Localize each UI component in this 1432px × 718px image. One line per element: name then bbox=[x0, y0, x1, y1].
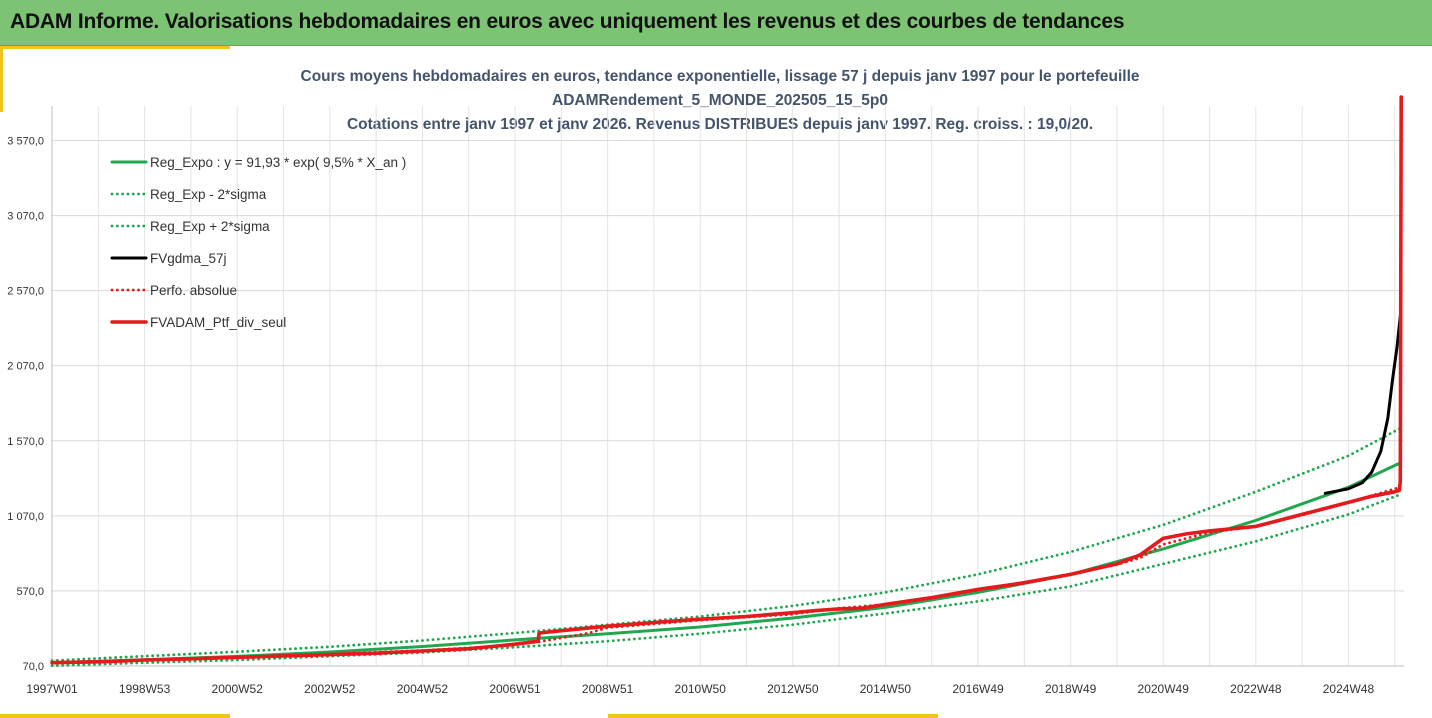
y-tick-label: 1 070,0 bbox=[7, 511, 44, 523]
series-line-fvgdma-57j bbox=[1323, 314, 1402, 495]
chart-legend: Reg_Expo : y = 91,93 * exp( 9,5% * X_an … bbox=[110, 155, 406, 330]
x-tick-label: 2002W52 bbox=[304, 682, 356, 696]
x-tick-label: 2020W49 bbox=[1138, 682, 1190, 696]
x-tick-label: 2012W50 bbox=[767, 682, 819, 696]
x-tick-label: 2022W48 bbox=[1230, 682, 1282, 696]
y-tick-label: 1 570,0 bbox=[7, 436, 44, 448]
x-tick-label: 1998W53 bbox=[119, 682, 171, 696]
y-axis: 70,0 570,0 1 070,0 1 570,0 2 070,0 2 570,0 3 0… bbox=[7, 136, 44, 673]
series-line-reg-expo-y-91-93-exp-9-5-x-an bbox=[50, 461, 1401, 665]
x-tick-label: 2004W52 bbox=[397, 682, 449, 696]
y-tick-label: 3 570,0 bbox=[7, 136, 44, 148]
series-line-fvadam-ptf-div-seul bbox=[50, 95, 1403, 665]
report-banner: ADAM Informe. Valorisations hebdomadaire… bbox=[0, 0, 1432, 46]
report-title: ADAM Informe. Valorisations hebdomadaire… bbox=[10, 10, 1125, 33]
frame-accent-left bbox=[0, 46, 3, 112]
x-tick-label: 2010W50 bbox=[675, 682, 727, 696]
chart-title: Cours moyens hebdomadaires en euros, ten… bbox=[301, 68, 1140, 133]
series-line-reg-exp-2-sigma bbox=[50, 427, 1401, 662]
legend-label: Reg_Exp + 2*sigma bbox=[150, 219, 270, 234]
y-tick-label: 570,0 bbox=[16, 586, 44, 598]
legend-label: FVgdma_57j bbox=[150, 251, 227, 266]
chart-area: Cours moyens hebdomadaires en euros, ten… bbox=[0, 46, 1432, 718]
frame-accent-bottom-left bbox=[0, 714, 230, 718]
chart-title-line-1: Cours moyens hebdomadaires en euros, ten… bbox=[301, 68, 1140, 85]
y-tick-label: 2 570,0 bbox=[7, 286, 44, 298]
line-chart: Cours moyens hebdomadaires en euros, ten… bbox=[7, 68, 1404, 696]
chart-series bbox=[50, 95, 1403, 668]
y-tick-label: 70,0 bbox=[23, 661, 44, 673]
chart-title-line-2: ADAMRendement_5_MONDE_202505_15_5p0 bbox=[552, 92, 888, 109]
legend-label: FVADAM_Ptf_div_seul bbox=[150, 315, 286, 330]
series-line-perfo-absolue bbox=[50, 485, 1402, 665]
legend-label: Reg_Expo : y = 91,93 * exp( 9,5% * X_an … bbox=[150, 155, 406, 170]
y-tick-label: 3 070,0 bbox=[7, 211, 44, 223]
legend-label: Reg_Exp - 2*sigma bbox=[150, 187, 267, 202]
x-tick-label: 2018W49 bbox=[1045, 682, 1097, 696]
x-axis: 1997W01 1998W53 2000W52 2002W52 2004W52 2006W… bbox=[26, 682, 1374, 696]
legend-label: Perfo. absolue bbox=[150, 283, 237, 298]
chart-title-line-3: Cotations entre janv 1997 et janv 2026. … bbox=[347, 116, 1093, 133]
x-tick-label: 1997W01 bbox=[26, 682, 78, 696]
chart-grid bbox=[51, 106, 1404, 667]
x-tick-label: 2014W50 bbox=[860, 682, 912, 696]
x-tick-label: 2024W48 bbox=[1323, 682, 1375, 696]
x-tick-label: 2006W51 bbox=[489, 682, 541, 696]
x-tick-label: 2016W49 bbox=[952, 682, 1004, 696]
x-tick-label: 2000W52 bbox=[212, 682, 264, 696]
frame-accent-bottom-center bbox=[608, 714, 938, 718]
y-tick-label: 2 070,0 bbox=[7, 361, 44, 373]
x-tick-label: 2008W51 bbox=[582, 682, 634, 696]
series-line-reg-exp-2-sigma bbox=[50, 493, 1401, 668]
frame-accent-top-left bbox=[0, 46, 230, 49]
